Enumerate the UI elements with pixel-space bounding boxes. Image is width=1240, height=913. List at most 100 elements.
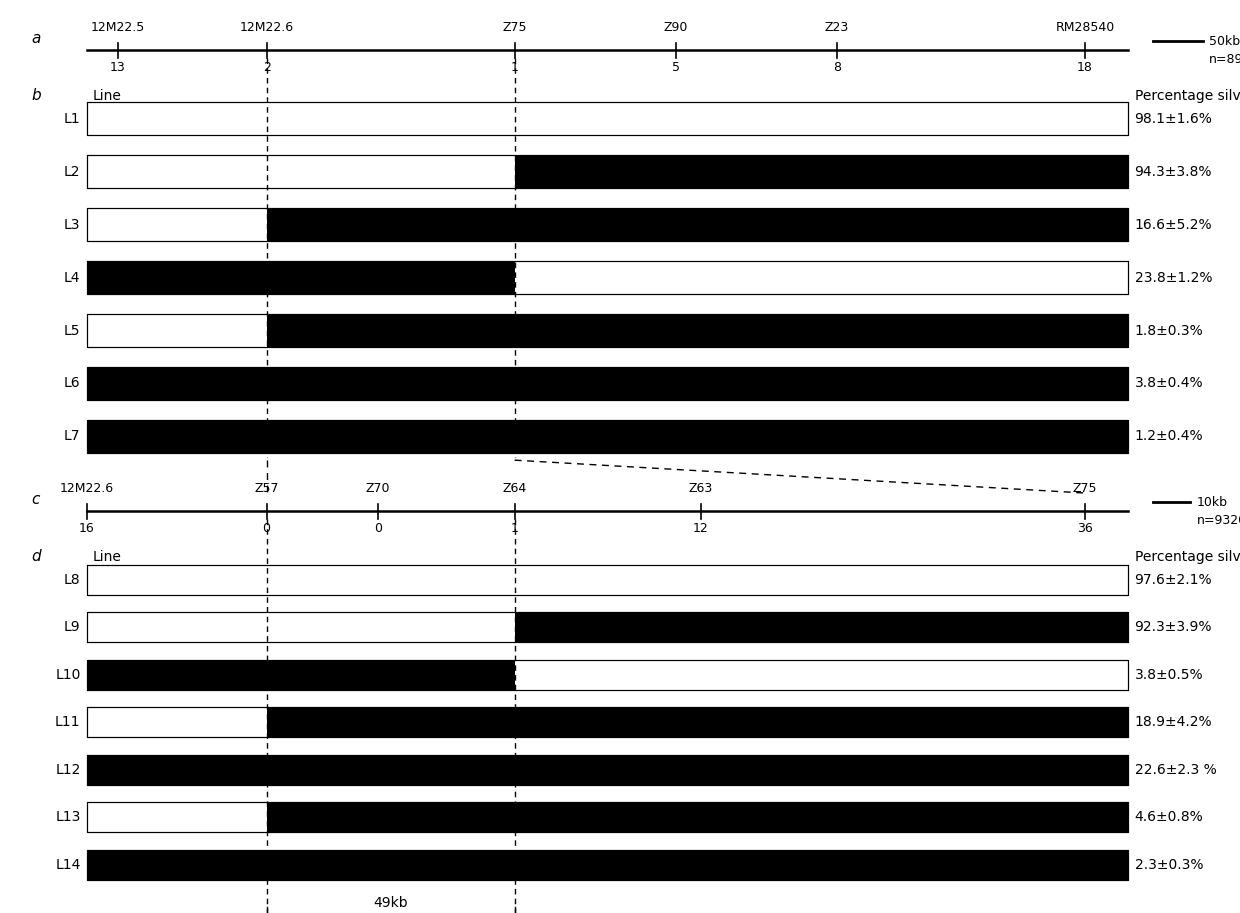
Text: L9: L9 bbox=[64, 620, 81, 635]
Text: d: d bbox=[31, 550, 41, 564]
Bar bbox=[87, 659, 515, 690]
Bar bbox=[87, 803, 1128, 833]
Bar bbox=[87, 564, 1128, 595]
Text: Z57: Z57 bbox=[254, 482, 279, 495]
Text: 16.6±5.2%: 16.6±5.2% bbox=[1135, 217, 1213, 232]
Text: 10kb: 10kb bbox=[1197, 496, 1228, 509]
Bar bbox=[87, 754, 1128, 785]
Text: L5: L5 bbox=[64, 323, 81, 338]
Text: 18: 18 bbox=[1078, 61, 1092, 74]
Text: n=890: n=890 bbox=[1209, 53, 1240, 66]
Text: 97.6±2.1%: 97.6±2.1% bbox=[1135, 572, 1213, 587]
Bar bbox=[87, 155, 1128, 188]
Text: 2.3±0.3%: 2.3±0.3% bbox=[1135, 857, 1203, 872]
Text: Z75: Z75 bbox=[502, 21, 527, 34]
Bar bbox=[87, 102, 1128, 135]
Bar bbox=[87, 208, 1128, 241]
Bar bbox=[87, 707, 1128, 738]
Bar bbox=[87, 803, 1128, 833]
Text: 12M22.6: 12M22.6 bbox=[60, 482, 114, 495]
Text: L11: L11 bbox=[55, 715, 81, 729]
Text: L14: L14 bbox=[56, 857, 81, 872]
Text: 16: 16 bbox=[79, 522, 94, 535]
Text: Z64: Z64 bbox=[502, 482, 527, 495]
Bar bbox=[267, 803, 1128, 833]
Text: 94.3±3.8%: 94.3±3.8% bbox=[1135, 164, 1213, 179]
Text: Percentage silver shoot: Percentage silver shoot bbox=[1135, 550, 1240, 564]
Bar bbox=[87, 613, 1128, 643]
Bar bbox=[267, 707, 1128, 738]
Text: Z63: Z63 bbox=[688, 482, 713, 495]
Text: 3.8±0.5%: 3.8±0.5% bbox=[1135, 667, 1203, 682]
Bar bbox=[87, 261, 1128, 294]
Text: L2: L2 bbox=[64, 164, 81, 179]
Text: 92.3±3.9%: 92.3±3.9% bbox=[1135, 620, 1213, 635]
Bar bbox=[87, 261, 1128, 294]
Text: 13: 13 bbox=[110, 61, 125, 74]
Text: c: c bbox=[31, 492, 40, 507]
Text: 49kb: 49kb bbox=[373, 896, 408, 909]
Text: 5: 5 bbox=[672, 61, 680, 74]
Bar bbox=[87, 849, 1128, 880]
Bar bbox=[87, 754, 1128, 785]
Bar bbox=[87, 613, 1128, 643]
Text: L6: L6 bbox=[64, 376, 81, 391]
Text: Z90: Z90 bbox=[663, 21, 688, 34]
Text: 50kb: 50kb bbox=[1209, 35, 1240, 47]
Text: Line: Line bbox=[93, 550, 122, 564]
Bar bbox=[267, 208, 1128, 241]
Text: 23.8±1.2%: 23.8±1.2% bbox=[1135, 270, 1213, 285]
Bar bbox=[87, 564, 1128, 595]
Text: 12: 12 bbox=[693, 522, 708, 535]
Bar bbox=[87, 367, 1128, 400]
Bar bbox=[87, 367, 1128, 400]
Text: 1: 1 bbox=[511, 522, 518, 535]
Text: L13: L13 bbox=[56, 810, 81, 824]
Text: 3.8±0.4%: 3.8±0.4% bbox=[1135, 376, 1203, 391]
Bar bbox=[87, 314, 1128, 347]
Bar bbox=[267, 314, 1128, 347]
Text: Z70: Z70 bbox=[366, 482, 391, 495]
Text: 98.1±1.6%: 98.1±1.6% bbox=[1135, 111, 1213, 126]
Bar bbox=[515, 613, 1128, 643]
Text: 18.9±4.2%: 18.9±4.2% bbox=[1135, 715, 1213, 729]
Bar bbox=[87, 208, 1128, 241]
Text: 1: 1 bbox=[511, 61, 518, 74]
Text: a: a bbox=[31, 31, 41, 46]
Bar bbox=[87, 659, 1128, 690]
Bar bbox=[515, 155, 1128, 188]
Bar bbox=[87, 754, 1128, 785]
Bar bbox=[87, 420, 1128, 453]
Text: 0: 0 bbox=[263, 522, 270, 535]
Text: Z75: Z75 bbox=[1073, 482, 1097, 495]
Text: Z23: Z23 bbox=[825, 21, 849, 34]
Bar bbox=[87, 261, 515, 294]
Text: Percentage silver shoot: Percentage silver shoot bbox=[1135, 89, 1240, 103]
Text: 22.6±2.3 %: 22.6±2.3 % bbox=[1135, 762, 1216, 777]
Bar bbox=[87, 367, 1128, 400]
Text: L4: L4 bbox=[64, 270, 81, 285]
Text: L8: L8 bbox=[64, 572, 81, 587]
Text: 0: 0 bbox=[374, 522, 382, 535]
Text: L7: L7 bbox=[64, 429, 81, 444]
Text: 8: 8 bbox=[833, 61, 841, 74]
Bar bbox=[87, 420, 1128, 453]
Bar bbox=[87, 707, 1128, 738]
Text: L3: L3 bbox=[64, 217, 81, 232]
Text: 4.6±0.8%: 4.6±0.8% bbox=[1135, 810, 1203, 824]
Text: 1.2±0.4%: 1.2±0.4% bbox=[1135, 429, 1203, 444]
Text: RM28540: RM28540 bbox=[1055, 21, 1115, 34]
Text: L12: L12 bbox=[56, 762, 81, 777]
Text: 12M22.6: 12M22.6 bbox=[239, 21, 294, 34]
Text: n=9320: n=9320 bbox=[1197, 514, 1240, 527]
Bar bbox=[87, 102, 1128, 135]
Text: 2: 2 bbox=[263, 61, 270, 74]
Text: 12M22.5: 12M22.5 bbox=[91, 21, 145, 34]
Text: Line: Line bbox=[93, 89, 122, 103]
Text: 1.8±0.3%: 1.8±0.3% bbox=[1135, 323, 1203, 338]
Bar bbox=[87, 659, 1128, 690]
Bar bbox=[87, 849, 1128, 880]
Text: L1: L1 bbox=[64, 111, 81, 126]
Bar bbox=[87, 420, 1128, 453]
Text: b: b bbox=[31, 89, 41, 103]
